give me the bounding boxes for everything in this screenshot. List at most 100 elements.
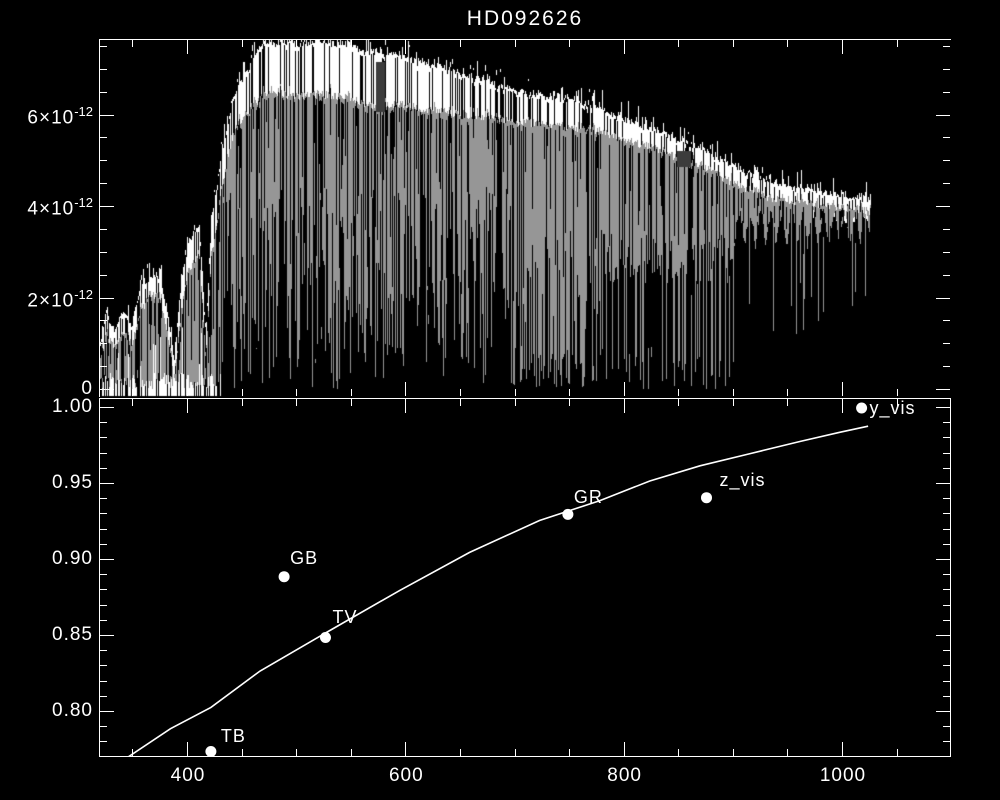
flux-axis-tick bbox=[943, 366, 950, 367]
flux-axis-tick bbox=[943, 137, 950, 138]
response-axis-tick bbox=[100, 529, 107, 530]
response-axis-tick bbox=[943, 453, 950, 454]
response-axis-tick bbox=[100, 513, 107, 514]
response-panel bbox=[99, 398, 951, 757]
response-axis-tick bbox=[100, 696, 107, 697]
response-tick-label: 0.90 bbox=[52, 548, 93, 569]
response-axis-tick bbox=[100, 437, 107, 438]
x-axis-tick bbox=[842, 399, 843, 413]
response-axis-tick bbox=[943, 650, 950, 651]
x-axis-tick bbox=[624, 399, 625, 413]
flux-axis-tick bbox=[936, 115, 950, 116]
wavelength-tick-label: 600 bbox=[388, 765, 424, 786]
x-axis-tick bbox=[242, 40, 243, 47]
wavelength-tick-label: 800 bbox=[607, 765, 642, 786]
response-axis-tick bbox=[943, 468, 950, 469]
x-axis-tick bbox=[460, 389, 461, 396]
flux-axis-tick bbox=[100, 298, 114, 299]
response-axis-tick bbox=[943, 620, 950, 621]
data-point-z_vis bbox=[701, 492, 712, 504]
response-axis-tick bbox=[100, 650, 107, 651]
flux-axis-tick bbox=[100, 206, 114, 207]
flux-axis-tick bbox=[100, 343, 107, 344]
x-axis-tick bbox=[515, 749, 516, 756]
response-axis-tick bbox=[943, 574, 950, 575]
x-axis-tick bbox=[460, 749, 461, 756]
x-axis-tick bbox=[351, 399, 352, 406]
x-axis-tick bbox=[787, 389, 788, 396]
response-axis-tick bbox=[943, 741, 950, 742]
x-axis-tick bbox=[515, 389, 516, 396]
wavelength-tick-label: 400 bbox=[170, 765, 206, 786]
x-axis-tick bbox=[242, 389, 243, 396]
x-axis-tick bbox=[787, 40, 788, 47]
response-axis-tick bbox=[943, 544, 950, 545]
response-axis-tick bbox=[100, 453, 107, 454]
x-axis-tick bbox=[678, 399, 679, 406]
x-axis-tick bbox=[187, 399, 188, 413]
x-axis-tick bbox=[624, 742, 625, 756]
point-label-GR: GR bbox=[573, 487, 603, 508]
flux-axis-tick bbox=[943, 92, 950, 93]
x-axis-tick bbox=[187, 382, 188, 396]
x-axis-tick bbox=[897, 40, 898, 47]
flux-tick-label: 2×10-12 bbox=[27, 286, 93, 311]
x-axis-tick bbox=[296, 40, 297, 47]
flux-tick-label: 6×10-12 bbox=[27, 103, 93, 128]
flux-axis-tick bbox=[100, 252, 107, 253]
flux-axis-tick bbox=[936, 389, 950, 390]
response-axis-tick bbox=[100, 468, 107, 469]
spectrum-canvas bbox=[100, 40, 951, 397]
x-axis-tick bbox=[842, 382, 843, 396]
x-axis-tick bbox=[351, 749, 352, 756]
response-axis-tick bbox=[100, 635, 114, 636]
x-axis-tick bbox=[624, 382, 625, 396]
response-axis-tick bbox=[936, 407, 950, 408]
x-axis-tick bbox=[460, 399, 461, 406]
response-axis-tick bbox=[943, 681, 950, 682]
x-axis-tick bbox=[187, 742, 188, 756]
data-point-y_vis bbox=[856, 402, 868, 414]
response-axis-tick bbox=[100, 483, 114, 484]
point-label-TV: TV bbox=[332, 606, 358, 627]
data-point-GB bbox=[278, 571, 290, 583]
x-axis-tick bbox=[569, 40, 570, 47]
x-axis-tick bbox=[678, 749, 679, 756]
x-axis-tick bbox=[569, 399, 570, 406]
flux-axis-tick bbox=[100, 275, 107, 276]
x-axis-tick bbox=[678, 389, 679, 396]
flux-axis-tick bbox=[100, 389, 114, 390]
x-axis-tick bbox=[405, 399, 406, 413]
flux-axis-tick bbox=[100, 137, 107, 138]
flux-axis-tick bbox=[943, 69, 950, 70]
flux-axis-tick bbox=[943, 46, 950, 47]
flux-axis-tick bbox=[100, 115, 114, 116]
x-axis-tick bbox=[296, 389, 297, 396]
x-axis-tick bbox=[242, 399, 243, 406]
response-axis-tick bbox=[100, 681, 107, 682]
data-point-GR bbox=[562, 508, 574, 520]
flux-axis-tick bbox=[943, 160, 950, 161]
response-axis-tick bbox=[943, 726, 950, 727]
response-axis-tick bbox=[100, 422, 107, 423]
response-axis-tick bbox=[100, 711, 114, 712]
response-axis-tick bbox=[100, 544, 107, 545]
response-axis-tick bbox=[936, 635, 950, 636]
x-axis-tick bbox=[132, 399, 133, 406]
response-axis-tick bbox=[100, 741, 107, 742]
flux-axis-tick bbox=[943, 229, 950, 230]
fit-curve bbox=[128, 425, 869, 756]
data-point-TV bbox=[320, 632, 331, 643]
response-axis-tick bbox=[100, 726, 107, 727]
response-tick-label: 0.85 bbox=[52, 624, 93, 645]
flux-axis-tick bbox=[100, 92, 107, 93]
response-axis-tick bbox=[936, 559, 950, 560]
flux-axis-tick bbox=[936, 298, 950, 299]
x-axis-tick bbox=[678, 40, 679, 47]
data-point-TB bbox=[205, 746, 217, 756]
response-axis-tick bbox=[943, 529, 950, 530]
response-axis-tick bbox=[943, 696, 950, 697]
flux-tick-label: 0 bbox=[81, 378, 93, 399]
x-axis-tick bbox=[405, 40, 406, 54]
x-axis-tick bbox=[351, 389, 352, 396]
